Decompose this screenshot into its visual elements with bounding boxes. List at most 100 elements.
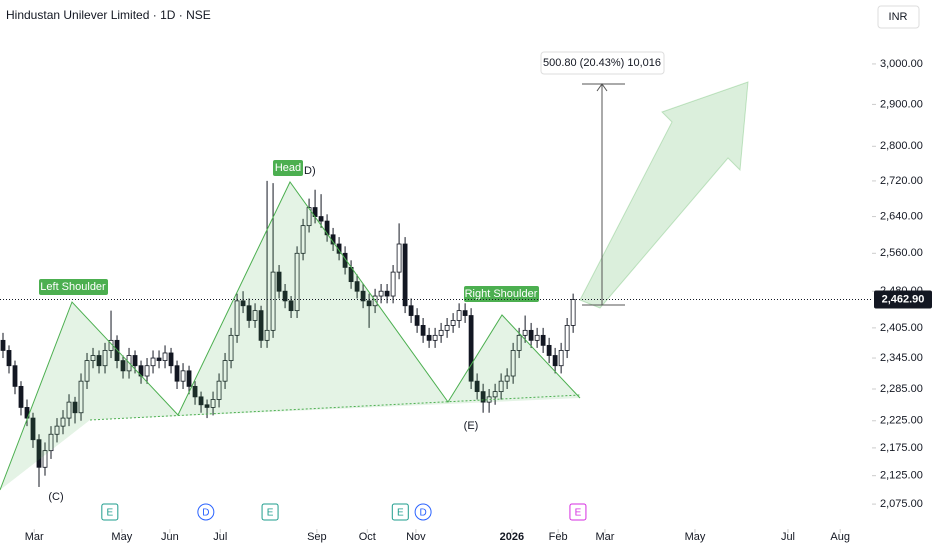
candle-body bbox=[414, 315, 420, 326]
y-tick-label: 2,560.00 bbox=[880, 247, 923, 259]
candle-body bbox=[516, 334, 522, 351]
currency-box[interactable] bbox=[877, 5, 920, 29]
y-tick-label: 2,225.00 bbox=[880, 415, 923, 427]
candle-body bbox=[156, 357, 162, 361]
candle-body bbox=[222, 360, 228, 382]
candle-body bbox=[258, 310, 264, 341]
y-tick-label: 2,900.00 bbox=[880, 98, 923, 110]
event-label: E bbox=[267, 508, 274, 519]
candle-body bbox=[522, 329, 528, 336]
neckline bbox=[89, 394, 581, 421]
candle-body bbox=[300, 225, 306, 254]
candle-body bbox=[60, 417, 66, 427]
x-tick-label: Oct bbox=[359, 531, 376, 543]
candle-body bbox=[402, 243, 408, 307]
candle-body bbox=[342, 252, 348, 268]
currency[interactable]: INR bbox=[889, 11, 908, 23]
event-label: E bbox=[106, 508, 113, 519]
candle-body bbox=[180, 370, 186, 382]
x-tick-label: Sep bbox=[307, 531, 327, 543]
x-tick-label: May bbox=[685, 531, 706, 543]
y-tick-label: 2,175.00 bbox=[880, 442, 923, 454]
candle-body bbox=[558, 350, 564, 367]
candle-body bbox=[216, 380, 222, 400]
candle-body bbox=[510, 350, 516, 377]
candle-body bbox=[282, 290, 288, 302]
candle-body bbox=[42, 450, 48, 468]
candle-body bbox=[54, 425, 60, 435]
candle-body bbox=[438, 329, 444, 336]
candle-body bbox=[198, 396, 204, 406]
candle-body bbox=[570, 299, 576, 326]
candle-body bbox=[210, 399, 216, 408]
candle-body bbox=[288, 300, 294, 312]
measure-box bbox=[540, 51, 665, 75]
x-tick-label: Jun bbox=[161, 531, 179, 543]
left-shoulder-label: Left Shoulder bbox=[40, 281, 106, 293]
candle-body bbox=[150, 357, 156, 367]
candle-body bbox=[102, 350, 108, 367]
candle-body bbox=[168, 352, 174, 367]
x-tick-label: Nov bbox=[406, 531, 426, 543]
candle-body bbox=[132, 355, 138, 367]
right-shoulder-label: Right Shoulder bbox=[465, 288, 538, 300]
candle-body bbox=[336, 243, 342, 254]
candle-body bbox=[552, 355, 558, 367]
measure-arrow bbox=[596, 83, 608, 92]
candle-body bbox=[6, 350, 12, 367]
candle-body bbox=[30, 417, 36, 441]
y-tick-label: 2,800.00 bbox=[880, 140, 923, 152]
x-tick-label: Mar bbox=[25, 531, 44, 543]
candle-body bbox=[324, 220, 330, 236]
candle-body bbox=[78, 380, 84, 414]
candle-body bbox=[12, 365, 18, 387]
event-label: D bbox=[202, 508, 209, 519]
candle-body bbox=[18, 385, 24, 408]
candle-body bbox=[390, 271, 396, 297]
candle-body bbox=[162, 352, 168, 361]
event-label: E bbox=[575, 508, 582, 519]
x-tick-label: Jul bbox=[781, 531, 795, 543]
candle-body bbox=[378, 290, 384, 297]
candle-body bbox=[90, 355, 96, 361]
candle-body bbox=[492, 391, 498, 398]
candle-body bbox=[294, 252, 300, 312]
candle-body bbox=[252, 310, 258, 321]
candle-body bbox=[174, 365, 180, 382]
candle-body bbox=[420, 325, 426, 336]
y-tick-label: 2,720.00 bbox=[880, 175, 923, 187]
y-tick-label: 2,075.00 bbox=[880, 498, 923, 510]
x-tick-label: Aug bbox=[830, 531, 850, 543]
candle-body bbox=[384, 290, 390, 297]
candle-body bbox=[426, 334, 432, 341]
x-tick-label: May bbox=[111, 531, 132, 543]
candle-body bbox=[480, 391, 486, 403]
candle-body bbox=[546, 344, 552, 356]
candle-body bbox=[528, 329, 534, 341]
label-box bbox=[39, 279, 108, 295]
head-label: Head bbox=[275, 162, 301, 174]
candle-body bbox=[66, 401, 72, 419]
last-price-box bbox=[874, 290, 932, 309]
candle-body bbox=[120, 360, 126, 372]
candle-body bbox=[450, 320, 456, 326]
y-tick-label: 2,640.00 bbox=[880, 210, 923, 222]
candle-body bbox=[192, 385, 198, 398]
measure-label: 500.80 (20.43%) 10,016 bbox=[543, 57, 661, 69]
candle-body bbox=[396, 243, 402, 273]
candle-body bbox=[270, 271, 276, 331]
wave-label: (C) bbox=[48, 491, 63, 503]
y-tick-label: 3,000.00 bbox=[880, 58, 923, 70]
wave-label: D) bbox=[304, 165, 316, 177]
candle-body bbox=[408, 305, 414, 316]
candle-body bbox=[264, 329, 270, 341]
last-price-label: 2,462.90 bbox=[882, 293, 925, 305]
candle-body bbox=[306, 207, 312, 227]
event-marker bbox=[414, 503, 432, 521]
x-tick-label: 2026 bbox=[500, 531, 524, 543]
x-tick-label: Mar bbox=[595, 531, 614, 543]
pattern-drawing: 500.80 (20.43%) 10,016 Left Shoulder Hea… bbox=[0, 51, 749, 503]
candle-body bbox=[186, 370, 192, 387]
